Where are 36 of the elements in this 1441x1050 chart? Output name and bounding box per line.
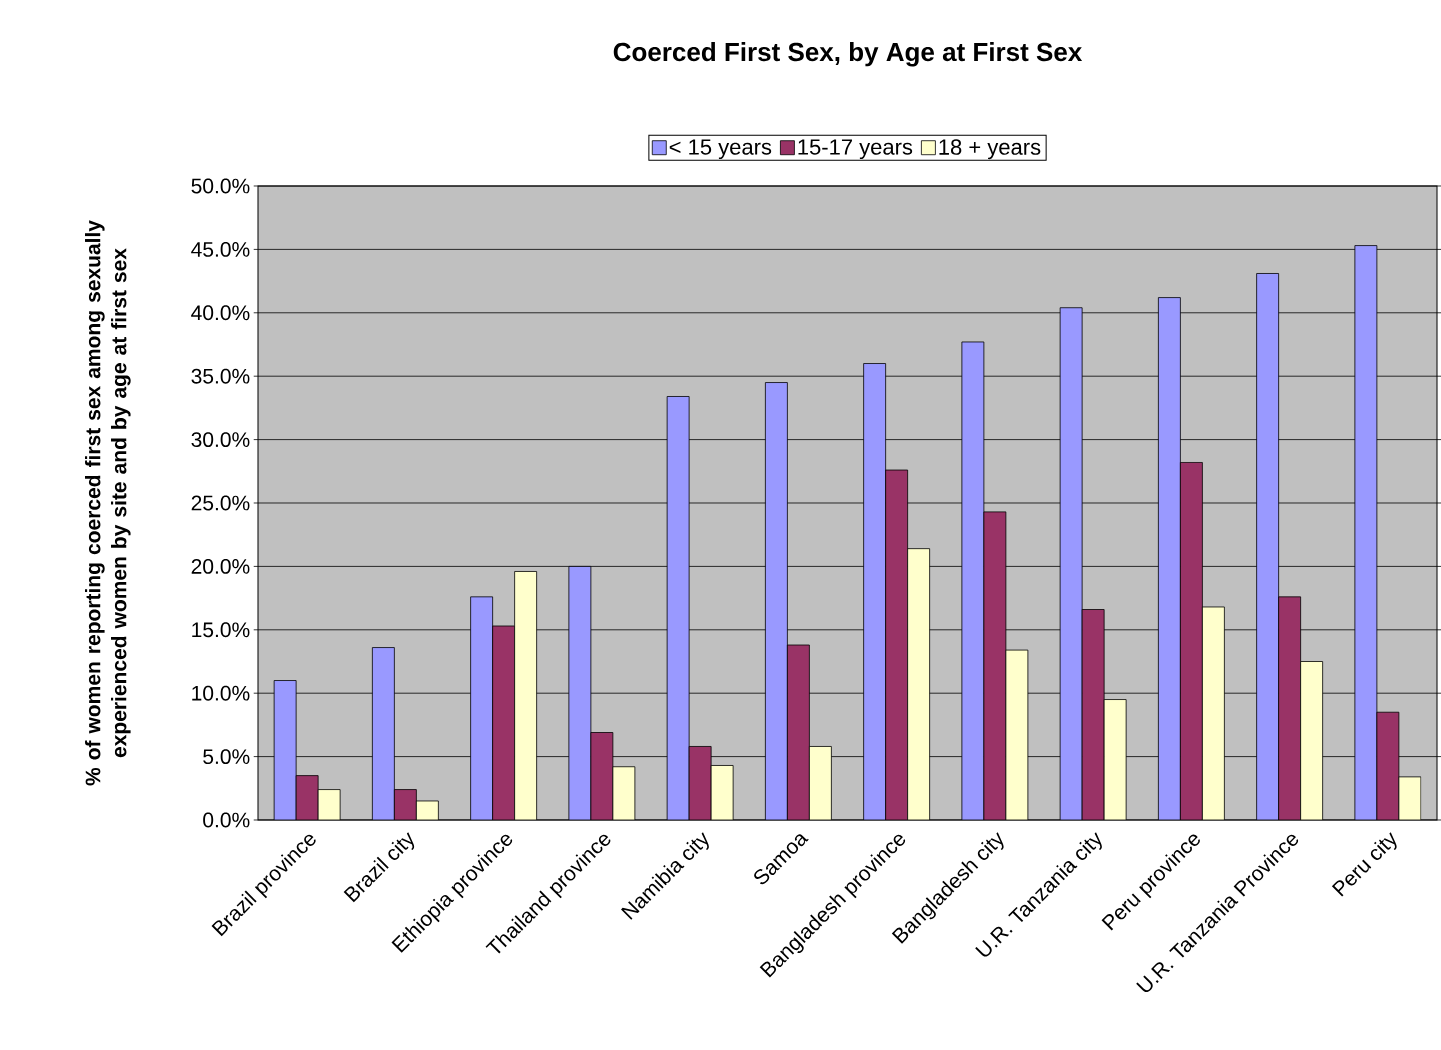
bar (492, 625, 516, 820)
y-tick-label: 45.0% (191, 241, 250, 257)
bar (1179, 462, 1203, 820)
bar (393, 789, 417, 820)
y-tick-label: 50.0% (191, 178, 250, 194)
bar (1059, 307, 1083, 820)
legend-label: < 15 years (669, 139, 772, 160)
y-tick-label: 10.0% (192, 685, 250, 701)
bar (1354, 245, 1378, 820)
bar (1081, 609, 1105, 820)
bar (786, 644, 810, 820)
bar (885, 469, 909, 820)
bar (961, 341, 985, 820)
bar (470, 596, 494, 820)
y-tick-label: 0.0% (203, 812, 250, 828)
bar (273, 680, 297, 820)
bar (666, 396, 690, 820)
bar (764, 382, 788, 820)
bar (1157, 297, 1181, 820)
y-axis-title: % of women reporting coerced first sex among sexually experienced women by site and by age at first sex (85, 220, 131, 786)
bar (863, 363, 887, 820)
y-tick-label: 15.0% (192, 622, 250, 638)
y-tick-label: 20.0% (191, 558, 250, 574)
y-tick-label: 30.0% (191, 432, 250, 448)
y-tick-label: 5.0% (203, 749, 250, 765)
bar (371, 647, 395, 820)
legend-label: 15-17 years (798, 139, 913, 160)
bar (1278, 596, 1302, 820)
chart-title: Coerced First Sex, by Age at First Sex (613, 42, 1083, 67)
y-tick-label: 25.0% (191, 495, 250, 511)
y-tick-label: 35.0% (191, 368, 250, 384)
legend-label: 18 + years (939, 139, 1041, 160)
bar (568, 566, 592, 820)
y-tick-label: 40.0% (191, 305, 250, 321)
bar (983, 511, 1007, 820)
bar (1256, 273, 1280, 820)
